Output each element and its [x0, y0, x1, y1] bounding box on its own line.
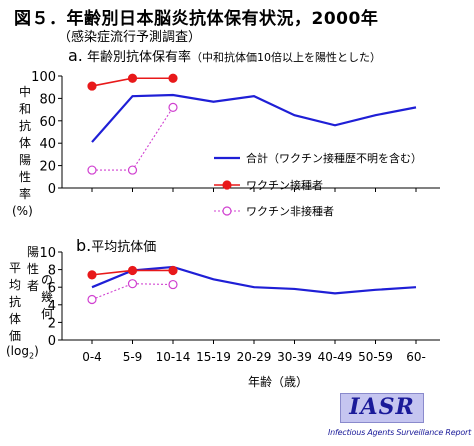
panel-0-ytick-label-0: 0 [48, 182, 56, 197]
x-category-label-6: 40-49 [318, 350, 353, 364]
panel-1-series-vaccinated-point-1 [127, 265, 138, 276]
panel-1-ytick-label-5: 10 [39, 246, 56, 261]
panel-1-ytick-label-3: 6 [48, 281, 56, 296]
panel-1-series-unvaccinated-point-0 [87, 294, 97, 305]
panel-1-series-unvaccinated-point-2 [168, 279, 178, 290]
panel-b-unit-base: (log [6, 344, 29, 358]
panel-0-series-unvaccinated-point-0 [87, 165, 97, 175]
panel-1-series-total-line [91, 265, 417, 295]
x-category-label-4: 20-29 [237, 350, 272, 364]
panel-0-series-unvaccinated-point-1 [127, 165, 138, 175]
panel-b-title-text: 平均抗体価 [91, 240, 157, 255]
panel-b-letter: b. [76, 236, 92, 255]
panel-1-ytick-label-1: 2 [48, 316, 56, 331]
panel-0-series-total-line [91, 93, 417, 143]
panel-1-ytick-label-0: 0 [48, 334, 56, 349]
x-category-label-3: 15-19 [196, 350, 231, 364]
panel-a-title-note: （中和抗体価10倍以上を陽性とした） [191, 51, 382, 64]
x-category-label-2: 10-14 [156, 350, 191, 364]
panel-b-ylabel-note-1: 陽性者 [26, 245, 39, 293]
panel-a-ylabel-unit: (%) [12, 204, 33, 218]
panel-b-ylabel-unit: (log2) [6, 344, 39, 360]
panel-0-ytick-label-3: 60 [39, 115, 56, 130]
x-axis-label: 年齢（歳） [248, 375, 309, 389]
x-category-label-5: 30-39 [277, 350, 312, 364]
panel-0-ytick-label-5: 100 [31, 70, 56, 85]
panel-b-ylabel: 平均抗体価 [8, 261, 21, 343]
panel-b-ylabel-note-2: の幾何 [40, 273, 53, 321]
x-category-label-7: 50-59 [358, 350, 393, 364]
panel-b-unit-sub: 2 [28, 351, 35, 361]
legend-vaccinated-marker [222, 180, 232, 190]
legend-unvaccinated-label: ワクチン非接種者 [246, 204, 334, 218]
panel-0-ytick-label-4: 80 [39, 92, 56, 107]
iasr-logo: IASR [349, 394, 415, 420]
iasr-logo-box [340, 393, 424, 423]
panel-a-ylabel: 中和抗体陽性率 (%) [12, 84, 33, 220]
panel-0-series-unvaccinated-line [92, 107, 174, 171]
x-category-label-8: 60- [406, 350, 426, 364]
panel-0-series-vaccinated-point-2 [168, 73, 178, 83]
panel-0-series-vaccinated-point-0 [87, 81, 97, 91]
panel-1-series-unvaccinated-point-1 [127, 279, 138, 289]
legend-unvaccinated-marker [222, 206, 232, 216]
panel-a-title-text: 年齢別抗体保有率 [87, 50, 192, 65]
x-category-label-0: 0-4 [82, 350, 102, 364]
panel-1-ytick-label-2: 4 [48, 299, 56, 314]
figure-title: 図５．年齢別日本脳炎抗体保有状況，2000年 [14, 9, 379, 29]
panel-a-title: a. 年齢別抗体保有率（中和抗体価10倍以上を陽性とした） [68, 46, 381, 65]
x-category-label-1: 5-9 [123, 350, 143, 364]
figure-subtitle: （感染症流行予測調査） [58, 30, 202, 45]
legend-total-label: 合計（ワクチン接種歴不明を含む） [246, 151, 422, 165]
panel-0-series-unvaccinated-point-2 [168, 102, 178, 112]
panel-a-ylabel-text: 中和抗体陽性率 [18, 85, 31, 201]
panel-0-series-vaccinated-point-1 [127, 73, 138, 83]
panel-1-ytick-label-4: 8 [48, 264, 56, 279]
panel-b-unit-end: ) [34, 344, 39, 358]
panel-b-title: b.平均抗体価 [76, 236, 156, 255]
legend-vaccinated-label: ワクチン接種者 [246, 178, 323, 192]
panel-1-series-vaccinated-point-2 [168, 265, 178, 276]
panel-a-letter: a. [68, 46, 83, 65]
panel-1-series-vaccinated-point-0 [87, 270, 97, 280]
panel-0-ytick-label-2: 40 [39, 137, 56, 152]
iasr-logo-subtext: Infectious Agents Surveillance Report [328, 428, 472, 437]
panel-0-ytick-label-1: 20 [39, 160, 56, 175]
